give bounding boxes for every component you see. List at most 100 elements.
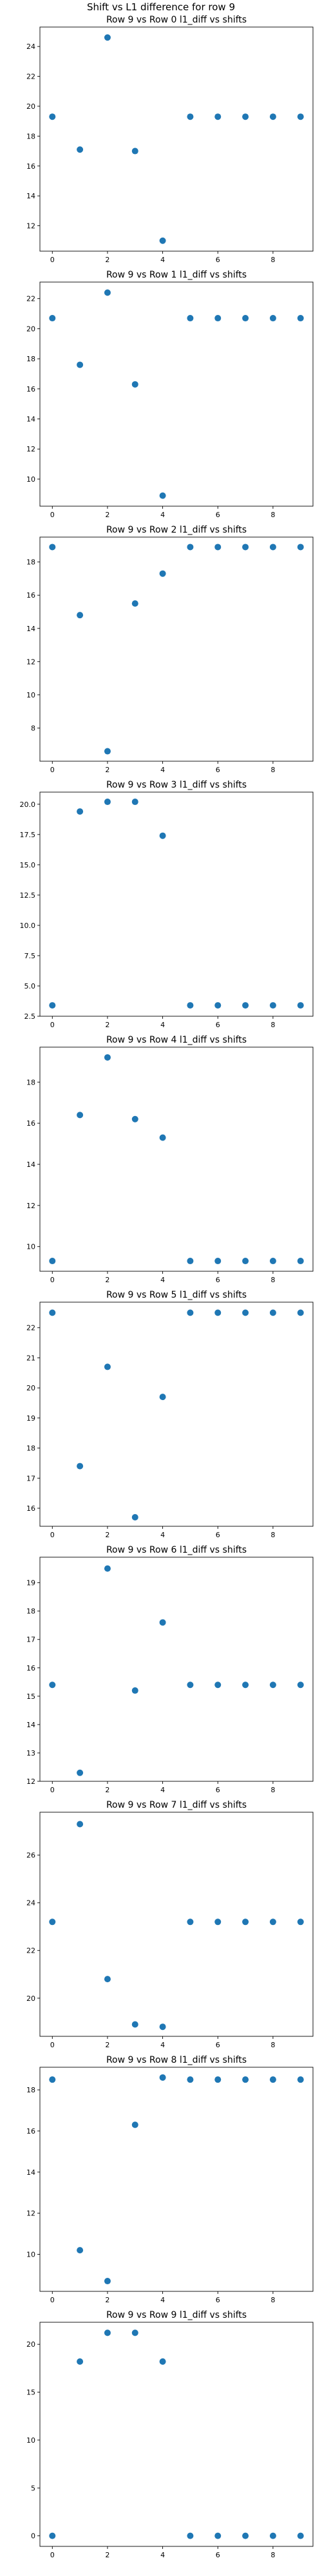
data-point	[104, 748, 111, 755]
x-tick-label: 8	[270, 766, 275, 774]
y-tick-label: 16	[26, 1119, 35, 1128]
data-point	[160, 2358, 166, 2365]
y-tick-label: 18	[26, 558, 35, 567]
x-tick-label: 6	[216, 256, 220, 264]
data-point	[104, 34, 111, 41]
x-tick-label: 6	[216, 766, 220, 774]
y-tick-label: 15	[26, 2389, 35, 2397]
subplot-8: Row 9 vs Row 8 l1_diff vs shifts0 2 4 6 8101…	[26, 2055, 313, 2304]
data-point	[214, 2533, 221, 2539]
data-point	[242, 1681, 249, 1688]
x-tick-label: 4	[160, 256, 165, 264]
y-tick-label: 18	[26, 132, 35, 140]
subplot-title: Row 9 vs Row 5 l1_diff vs shifts	[106, 1290, 247, 1300]
subplot-6: Row 9 vs Row 6 l1_diff vs shifts0 2 4 6 8121…	[26, 1545, 313, 1794]
y-tick-label: 22	[26, 73, 35, 81]
y-tick-label: 10.0	[20, 922, 36, 930]
x-tick-label: 0	[50, 766, 55, 774]
x-tick-label: 4	[160, 1021, 165, 1029]
x-tick-label: 2	[105, 2551, 109, 2559]
data-point	[270, 1258, 276, 1264]
data-point	[77, 612, 83, 618]
y-tick-label: 15.0	[20, 861, 36, 869]
x-tick-label: 2	[105, 256, 109, 264]
data-point	[49, 1681, 55, 1688]
y-tick-label: 20	[26, 102, 35, 111]
x-tick-label: 4	[160, 511, 165, 519]
data-point	[132, 799, 138, 805]
data-point	[160, 833, 166, 839]
data-point	[270, 113, 276, 120]
y-tick-label: 14	[26, 625, 35, 633]
data-point	[77, 1463, 83, 1470]
x-tick-label: 8	[270, 256, 275, 264]
y-tick-label: 20	[26, 325, 35, 333]
subplot-0: Row 9 vs Row 0 l1_diff vs shifts0 2 4 6 8121…	[26, 15, 313, 264]
x-tick-label: 4	[160, 2041, 165, 2049]
y-tick-label: 12	[26, 1202, 35, 1210]
x-tick-label: 6	[216, 1786, 220, 1794]
subplot-title: Row 9 vs Row 2 l1_diff vs shifts	[106, 525, 247, 535]
x-tick-label: 2	[105, 1276, 109, 1284]
x-tick-label: 4	[160, 2296, 165, 2304]
data-point	[242, 315, 249, 321]
x-tick-label: 2	[105, 2296, 109, 2304]
y-tick-label: 14	[26, 192, 35, 200]
y-tick-label: 18	[26, 1444, 35, 1453]
data-point	[132, 148, 138, 155]
data-point	[298, 544, 304, 550]
y-tick-label: 14	[26, 1160, 35, 1169]
y-tick-label: 12	[26, 1777, 35, 1786]
y-tick-label: 16	[26, 1664, 35, 1672]
data-point	[187, 1681, 193, 1688]
x-tick-label: 8	[270, 2041, 275, 2049]
data-point	[77, 1112, 83, 1118]
y-tick-label: 16	[26, 591, 35, 600]
x-tick-label: 4	[160, 766, 165, 774]
x-tick-label: 0	[50, 256, 55, 264]
y-tick-label: 24	[26, 1899, 35, 1908]
y-tick-label: 26	[26, 1852, 35, 1860]
subplot-5: Row 9 vs Row 5 l1_diff vs shifts0 2 4 6 8161…	[26, 1290, 313, 1539]
data-point	[187, 113, 193, 120]
x-tick-label: 0	[50, 1021, 55, 1029]
y-tick-label: 16	[26, 1504, 35, 1513]
x-tick-label: 0	[50, 2041, 55, 2049]
data-point	[104, 799, 111, 805]
data-point	[104, 1566, 111, 1572]
data-point	[132, 381, 138, 388]
subplot-2: Row 9 vs Row 2 l1_diff vs shifts0 2 4 6 8810…	[26, 525, 313, 774]
y-tick-label: 19	[26, 1414, 35, 1423]
y-tick-label: 10	[26, 1243, 35, 1251]
data-point	[104, 1976, 111, 1982]
data-point	[242, 1918, 249, 1925]
y-tick-label: 17	[26, 1474, 35, 1482]
data-point	[49, 544, 55, 550]
axes-frame	[40, 1557, 313, 1781]
y-tick-label: 16	[26, 385, 35, 393]
y-tick-label: 12	[26, 445, 35, 453]
data-point	[270, 544, 276, 550]
y-tick-label: 20	[26, 1384, 35, 1392]
x-tick-label: 2	[105, 766, 109, 774]
x-tick-label: 8	[270, 1786, 275, 1794]
data-point	[104, 2329, 111, 2336]
data-point	[242, 1258, 249, 1264]
y-tick-label: 18	[26, 1607, 35, 1616]
data-point	[214, 113, 221, 120]
data-point	[298, 1258, 304, 1264]
x-tick-label: 6	[216, 2296, 220, 2304]
data-point	[270, 1681, 276, 1688]
y-tick-label: 10	[26, 2251, 35, 2259]
data-point	[214, 1681, 221, 1688]
y-tick-label: 24	[26, 43, 35, 51]
data-point	[187, 544, 193, 550]
data-point	[104, 1054, 111, 1061]
data-point	[49, 2533, 55, 2539]
x-tick-label: 8	[270, 2551, 275, 2559]
data-point	[49, 1918, 55, 1925]
data-point	[160, 238, 166, 244]
y-tick-label: 20	[26, 1994, 35, 2003]
